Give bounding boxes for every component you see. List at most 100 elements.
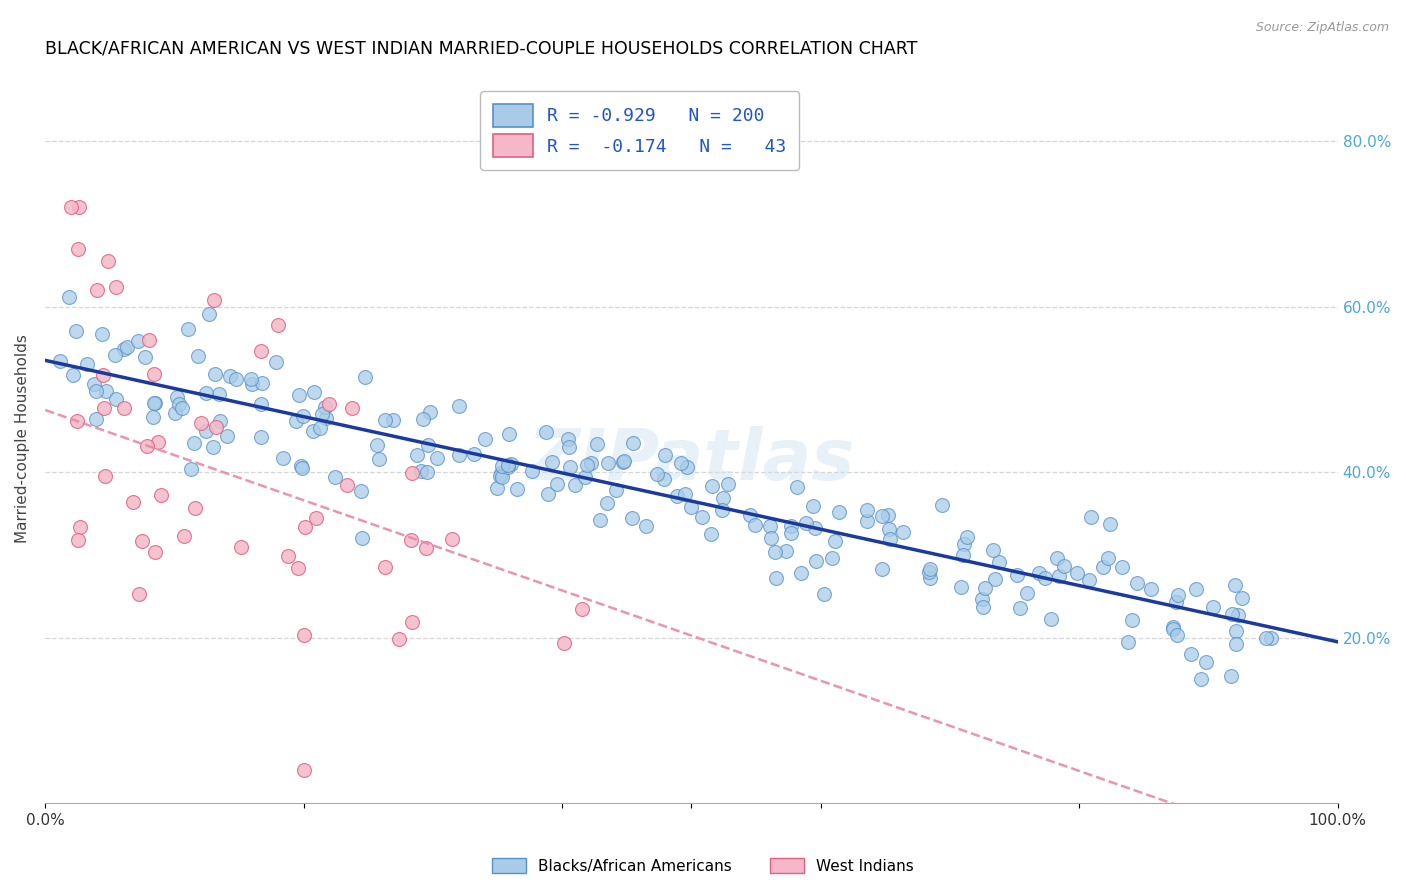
Point bbox=[621, 510, 644, 524]
Point bbox=[198, 307, 221, 321]
Point bbox=[112, 401, 135, 416]
Point bbox=[775, 543, 797, 558]
Point bbox=[180, 462, 202, 476]
Point bbox=[66, 242, 89, 256]
Point bbox=[856, 514, 879, 528]
Point bbox=[801, 499, 824, 513]
Point bbox=[381, 413, 404, 427]
Point bbox=[1126, 576, 1149, 591]
Point bbox=[291, 409, 314, 424]
Point bbox=[872, 562, 894, 576]
Point bbox=[84, 412, 107, 426]
Point bbox=[794, 516, 817, 530]
Point bbox=[1225, 624, 1247, 638]
Point bbox=[401, 533, 423, 547]
Point bbox=[219, 368, 242, 383]
Point bbox=[416, 465, 439, 479]
Point bbox=[738, 508, 761, 522]
Point bbox=[267, 318, 290, 332]
Point bbox=[613, 454, 636, 468]
Point bbox=[104, 392, 127, 406]
Point bbox=[970, 591, 993, 606]
Point bbox=[167, 397, 190, 411]
Point bbox=[564, 478, 586, 492]
Point bbox=[917, 566, 939, 580]
Point bbox=[1078, 574, 1101, 588]
Point bbox=[62, 368, 84, 382]
Point bbox=[491, 470, 513, 484]
Point bbox=[288, 388, 311, 402]
Point bbox=[759, 519, 782, 533]
Point bbox=[675, 460, 697, 475]
Point bbox=[142, 367, 165, 381]
Point bbox=[449, 399, 471, 413]
Legend: Blacks/African Americans, West Indians: Blacks/African Americans, West Indians bbox=[486, 852, 920, 880]
Point bbox=[813, 587, 835, 601]
Point bbox=[557, 432, 579, 446]
Point bbox=[165, 406, 187, 420]
Point bbox=[143, 396, 166, 410]
Point bbox=[411, 464, 433, 478]
Point bbox=[1180, 647, 1202, 661]
Point bbox=[239, 372, 262, 386]
Point bbox=[654, 448, 676, 462]
Point bbox=[240, 376, 263, 391]
Point bbox=[264, 355, 287, 369]
Point bbox=[931, 498, 953, 512]
Point bbox=[84, 384, 107, 398]
Point bbox=[596, 456, 619, 470]
Point bbox=[1260, 631, 1282, 645]
Point bbox=[474, 432, 496, 446]
Point bbox=[702, 478, 724, 492]
Point bbox=[950, 580, 973, 594]
Point bbox=[828, 505, 851, 519]
Point bbox=[744, 518, 766, 533]
Point bbox=[202, 440, 225, 454]
Point bbox=[763, 545, 786, 559]
Text: BLACK/AFRICAN AMERICAN VS WEST INDIAN MARRIED-COUPLE HOUSEHOLDS CORRELATION CHAR: BLACK/AFRICAN AMERICAN VS WEST INDIAN MA… bbox=[45, 40, 918, 58]
Point bbox=[406, 448, 429, 462]
Point bbox=[1097, 551, 1119, 566]
Point bbox=[271, 451, 294, 466]
Point bbox=[589, 513, 612, 527]
Point bbox=[291, 461, 314, 475]
Point bbox=[184, 501, 207, 516]
Point bbox=[1230, 591, 1253, 606]
Point bbox=[952, 548, 974, 562]
Point bbox=[700, 526, 723, 541]
Point bbox=[1005, 567, 1028, 582]
Point bbox=[202, 293, 225, 307]
Point bbox=[1091, 560, 1114, 574]
Point bbox=[187, 349, 209, 363]
Point bbox=[83, 377, 105, 392]
Point bbox=[1163, 622, 1185, 636]
Point bbox=[294, 520, 316, 534]
Point bbox=[779, 526, 801, 541]
Point bbox=[86, 283, 108, 297]
Point bbox=[522, 464, 544, 478]
Point bbox=[1202, 599, 1225, 614]
Point bbox=[647, 467, 669, 482]
Point bbox=[447, 448, 470, 462]
Point bbox=[1195, 655, 1218, 669]
Point bbox=[217, 429, 239, 443]
Point bbox=[1223, 577, 1246, 591]
Point bbox=[416, 438, 439, 452]
Point bbox=[804, 554, 827, 568]
Point bbox=[131, 533, 153, 548]
Point bbox=[717, 476, 740, 491]
Point bbox=[412, 411, 434, 425]
Point bbox=[496, 458, 519, 473]
Point bbox=[388, 632, 411, 646]
Point bbox=[1167, 589, 1189, 603]
Point bbox=[1047, 568, 1070, 582]
Point bbox=[877, 508, 900, 522]
Point bbox=[558, 459, 581, 474]
Point bbox=[229, 540, 252, 554]
Point bbox=[67, 533, 90, 548]
Point bbox=[374, 413, 396, 427]
Point bbox=[115, 340, 138, 354]
Point bbox=[856, 503, 879, 517]
Point bbox=[342, 401, 364, 416]
Point bbox=[621, 436, 644, 450]
